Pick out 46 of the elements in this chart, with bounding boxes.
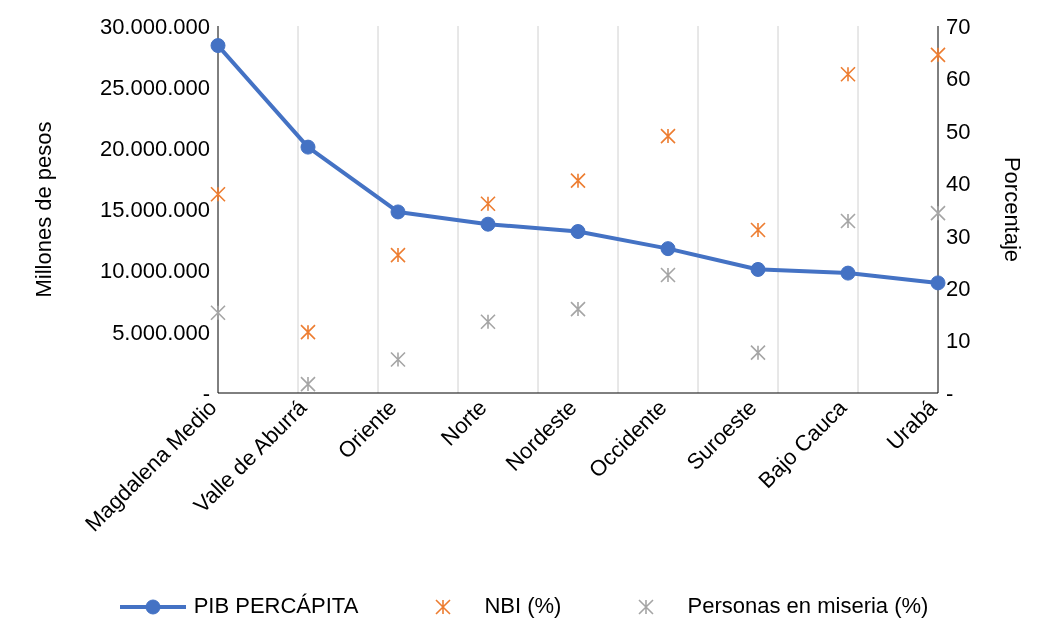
point [300,324,316,340]
y-tick-label: 20.000.000 [99,136,210,162]
y-tick-label: 25.000.000 [99,74,210,100]
y-tick-label: 10.000.000 [99,258,210,284]
y2-tick-label: 40 [946,171,971,197]
legend-label: NBI (%) [483,593,562,619]
point [750,344,766,361]
point [390,204,406,220]
point [390,247,406,263]
point [480,313,496,330]
y2-tick-label: 50 [946,118,971,144]
legend-label: PIB PERCÁPITA [192,593,359,619]
point [210,304,226,321]
y2-tick-label: 20 [946,275,971,301]
point [750,261,766,277]
point [300,376,316,392]
point [930,47,946,63]
point [210,38,226,54]
y2-tick-label: 30 [946,223,971,249]
point [840,265,856,281]
point [930,275,946,291]
y2-tick-label: 60 [946,66,971,92]
y2-tick-label: 70 [946,13,971,39]
y-tick-label: 5.000.000 [112,319,210,345]
point [750,222,766,238]
point [570,301,586,317]
point [660,241,676,257]
y-tick-label: 30.000.000 [99,13,210,39]
point [660,128,676,144]
y-tick-label: 15.000.000 [99,197,210,223]
point [300,139,316,155]
point [210,186,226,203]
y2-tick-label: 10 [946,328,971,354]
point [480,216,496,232]
point [660,267,676,283]
y2-axis-title: Porcentaje [1000,156,1026,263]
point [390,351,406,368]
point [930,205,946,221]
point [840,66,856,83]
point [480,195,496,212]
y2-tick-label: - [946,380,954,406]
legend-label: Personas en miseria (%) [686,593,929,619]
point [570,224,586,240]
point [570,172,586,189]
point [840,213,856,229]
y-axis-title: Millones de pesos [30,121,56,298]
